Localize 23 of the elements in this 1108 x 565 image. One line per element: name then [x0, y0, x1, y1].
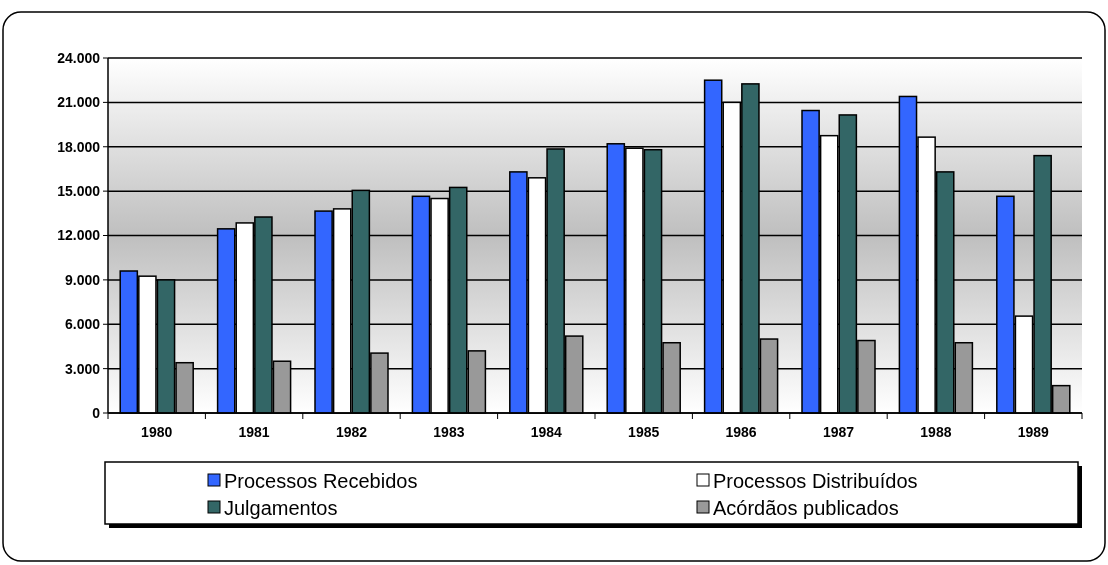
x-tick-label: 1988	[920, 424, 952, 440]
legend-label: Acórdãos publicados	[713, 497, 899, 519]
x-tick-label: 1983	[433, 424, 465, 440]
x-tick-label: 1985	[628, 424, 660, 440]
y-tick-label: 24.000	[57, 49, 101, 66]
y-tick-label: 6.000	[64, 316, 101, 333]
y-tick-label: 3.000	[64, 360, 101, 377]
x-tick-label: 1987	[822, 424, 855, 440]
x-tick-label: 1980	[141, 424, 173, 440]
y-tick-label: 15.000	[57, 183, 101, 200]
y-tick-label: 9.000	[64, 271, 101, 288]
x-tick-label: 1981	[238, 424, 270, 440]
x-tick-label: 1986	[725, 424, 757, 440]
legend-label: Processos Distribuídos	[713, 470, 918, 492]
y-tick-label: 21.000	[57, 94, 101, 111]
y-tick-label: 18.000	[57, 138, 101, 155]
y-tick-label: 12.000	[57, 227, 101, 244]
legend-label: Processos Recebidos	[224, 470, 418, 492]
legend-label: Julgamentos	[224, 497, 338, 519]
y-tick-label: 0	[92, 404, 101, 421]
x-tick-label: 1989	[1017, 424, 1050, 440]
x-tick-label: 1984	[530, 424, 563, 440]
x-tick-label: 1982	[335, 424, 368, 440]
